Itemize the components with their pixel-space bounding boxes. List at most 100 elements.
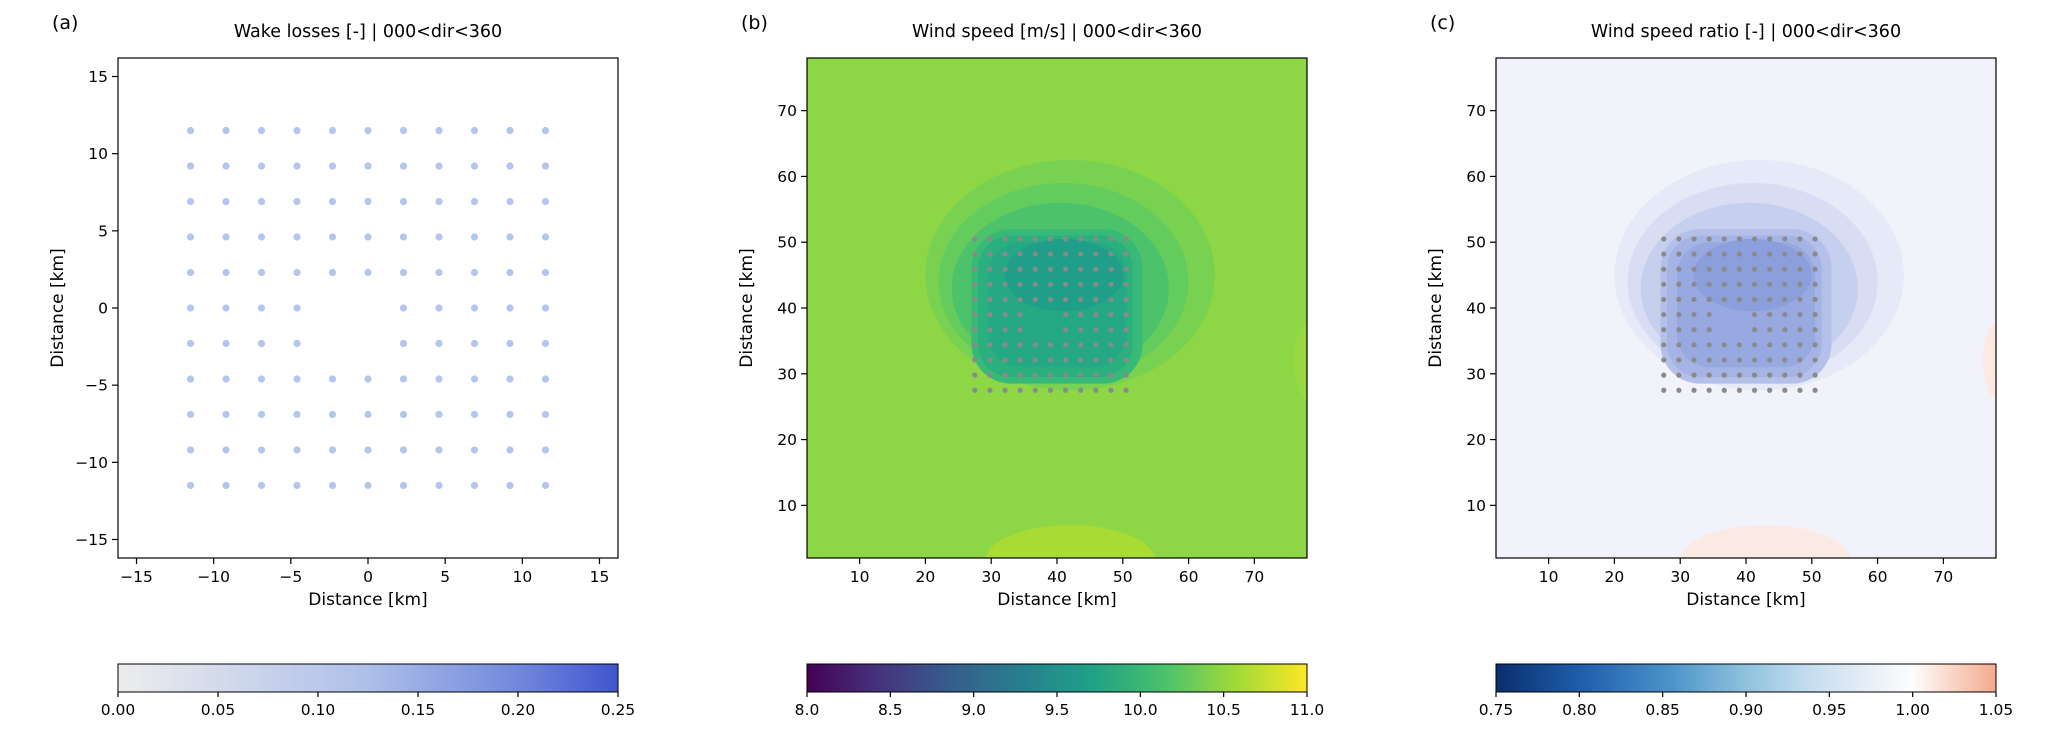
turbine-dot — [1002, 251, 1008, 257]
wake-loss-dot — [399, 375, 408, 383]
turbine-dot — [1676, 387, 1682, 393]
wake-loss-dot — [222, 375, 230, 383]
wake-loss-dot — [257, 481, 266, 490]
turbine-dot — [1721, 281, 1727, 287]
turbine-dot — [1078, 372, 1084, 378]
turbine-dot — [1751, 281, 1758, 287]
y-tick-label: −10 — [75, 454, 108, 472]
wake-loss-dot — [541, 375, 550, 383]
wake-loss-dot — [222, 233, 230, 241]
turbine-dot — [1017, 342, 1023, 348]
turbine-dot — [1782, 311, 1788, 318]
panel-b-xlabel: Distance [km] — [997, 590, 1117, 610]
y-tick-label: 60 — [1466, 168, 1486, 186]
colorbar — [117, 663, 619, 693]
colorbar-tick-label: 10.0 — [1123, 701, 1158, 719]
colorbar — [806, 663, 1308, 693]
turbine-dot — [1797, 357, 1803, 363]
wake-loss-dot — [293, 375, 301, 383]
wake-loss-dot — [541, 162, 550, 170]
y-tick-label: 50 — [1466, 234, 1486, 252]
contour-level — [1293, 321, 1307, 400]
turbine-dot — [1032, 342, 1038, 348]
wake-loss-dot — [364, 446, 372, 454]
turbine-dot — [1062, 236, 1069, 242]
turbine-dot — [1812, 357, 1818, 363]
turbine-dot — [972, 372, 978, 378]
wake-loss-dot — [328, 268, 337, 277]
wake-loss-dot — [506, 126, 514, 135]
turbine-dot — [987, 236, 993, 242]
turbine-dot — [1078, 357, 1084, 363]
turbine-dot — [1002, 372, 1008, 378]
turbine-dot — [1782, 357, 1788, 363]
turbine-dot — [1032, 266, 1038, 272]
wake-loss-dot — [435, 339, 443, 348]
turbine-dot — [1691, 357, 1697, 363]
wake-loss-dot — [541, 197, 550, 206]
turbine-dot — [1047, 281, 1054, 287]
wake-loss-dot — [186, 162, 195, 170]
wake-loss-dot — [257, 126, 266, 135]
turbine-dot — [1047, 387, 1054, 393]
turbine-dot — [1108, 342, 1114, 348]
turbine-dot — [1797, 281, 1803, 287]
turbine-dot — [1691, 327, 1697, 333]
turbine-dot — [1812, 387, 1818, 393]
wake-loss-dot — [186, 268, 195, 277]
colorbar-tick-label: 1.05 — [1979, 701, 2014, 719]
turbine-dot — [1767, 372, 1773, 378]
panel-c-plot: 10 20 30 40 50 60 70 10 20 30 40 50 60 70 0.75 0.80 0.85… — [1466, 57, 2014, 719]
wake-loss-dot — [328, 375, 337, 383]
turbine-dot — [1093, 311, 1099, 318]
turbine-dot — [1093, 357, 1099, 363]
colorbar-tick-label: 11.0 — [1290, 701, 1325, 719]
y-tick-label: −15 — [75, 531, 108, 549]
turbine-dot — [1108, 311, 1114, 318]
y-tick-label: −5 — [85, 377, 108, 395]
turbine-dot — [1706, 372, 1712, 378]
wake-loss-dot — [222, 446, 230, 454]
wake-loss-dot — [541, 233, 550, 241]
turbine-dot — [1047, 372, 1054, 378]
turbine-dot — [1062, 357, 1069, 363]
turbine-dot — [1017, 266, 1023, 272]
y-tick-label: 10 — [777, 497, 797, 515]
wake-loss-dot — [222, 481, 230, 490]
x-tick-label: 5 — [440, 568, 450, 586]
turbine-dot — [1661, 327, 1667, 333]
wake-loss-dot — [222, 197, 230, 206]
panel-a-plot: −15 −10 −5 0 5 10 15 −15 −10 −5 0 5 10 15 0.00 0.05 0.10… — [75, 57, 635, 719]
turbine-dot — [1047, 357, 1054, 363]
wake-loss-dot — [293, 339, 301, 348]
turbine-dot — [1812, 281, 1818, 287]
turbine-dot — [972, 281, 978, 287]
turbine-dot — [1812, 372, 1818, 378]
wake-loss-dot — [328, 197, 337, 206]
wake-loss-dot — [186, 233, 195, 241]
turbine-dot — [1782, 251, 1788, 257]
x-tick-label: 50 — [1113, 568, 1133, 586]
wake-loss-dot — [293, 481, 301, 490]
turbine-dot — [972, 342, 978, 348]
wake-loss-dot — [293, 197, 301, 206]
contour-level — [1982, 321, 1996, 400]
wake-loss-dot — [506, 339, 514, 348]
turbine-dot — [1062, 372, 1069, 378]
turbine-dot — [1661, 251, 1667, 257]
panel-a-title: Wake losses [-] | 000<dir<360 — [233, 22, 503, 42]
panel-a-letter: (a) — [52, 12, 79, 34]
turbine-dot — [1062, 296, 1069, 303]
turbine-dot — [1123, 357, 1129, 363]
turbine-dot — [1676, 266, 1682, 272]
wake-loss-dot — [257, 233, 266, 241]
turbine-dot — [1017, 357, 1023, 363]
colorbar-tick-label: 0.05 — [201, 701, 236, 719]
wake-loss-dot — [435, 197, 443, 206]
wake-loss-dot — [293, 410, 301, 419]
turbine-dot — [972, 311, 978, 318]
colorbar-tick-label: 0.95 — [1812, 701, 1847, 719]
colorbar-tick-label: 0.75 — [1479, 701, 1514, 719]
turbine-dot — [1078, 266, 1084, 272]
wake-loss-dot — [506, 162, 514, 170]
